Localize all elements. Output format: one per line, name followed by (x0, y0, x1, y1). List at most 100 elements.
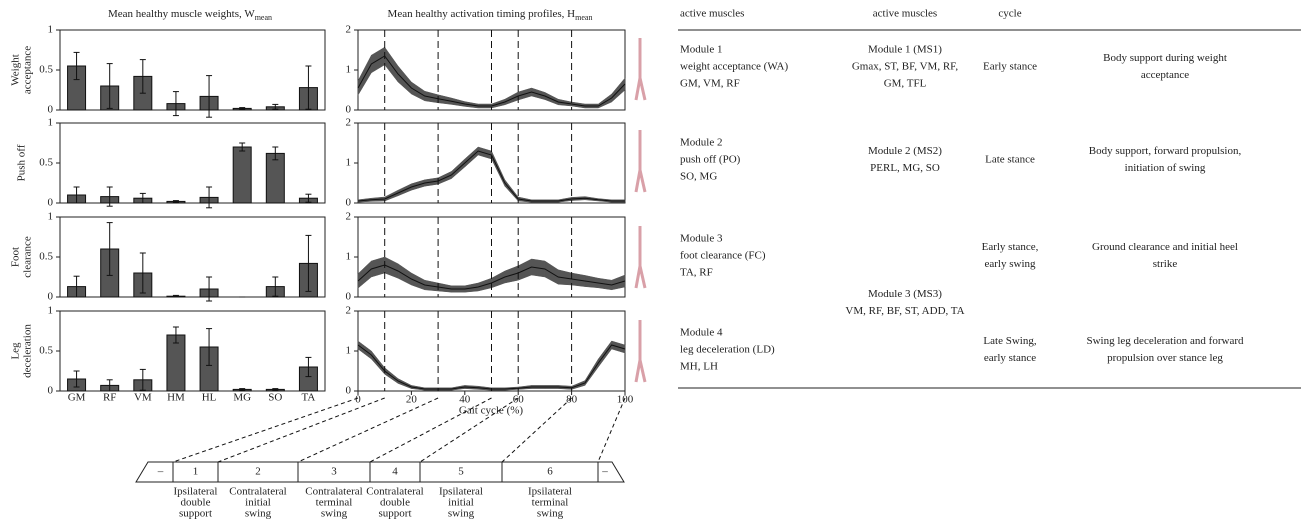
y-tick-label: 1 (346, 345, 352, 357)
phase-label: swing (537, 508, 564, 520)
text-line: leg deceleration (LD) (680, 344, 775, 356)
figure-icon (634, 226, 647, 289)
text-line: foot clearance (FC) (680, 250, 766, 262)
phase-number: 2 (255, 466, 261, 478)
text-line: active muscles (873, 8, 937, 20)
timing-title: Mean healthy activation timing profiles,… (388, 8, 593, 22)
x-tick-label: 60 (513, 394, 525, 406)
x-tick-label: SO (268, 392, 282, 404)
bar (265, 152, 285, 204)
phase-label: initial (448, 497, 474, 509)
phase-number: – (157, 466, 164, 478)
phase-box (135, 461, 625, 483)
x-tick-label: 20 (406, 394, 418, 406)
phase-label: support (379, 508, 412, 520)
phase-label: Contralateral (305, 486, 362, 498)
band-segment (504, 91, 519, 106)
text-line: Early stance, (982, 241, 1039, 253)
phase-connector (369, 397, 492, 463)
y-tick-label: 0 (48, 291, 54, 303)
text-line: early swing (984, 258, 1036, 270)
y-tick-label: 1 (346, 64, 352, 76)
y-tick-label: 0 (346, 197, 352, 209)
text-line: TA, RF (680, 267, 713, 279)
y-axis-label: Push off (16, 144, 28, 181)
phase-number: 4 (392, 466, 398, 478)
plot-frame (59, 29, 326, 111)
phase-label: swing (448, 508, 475, 520)
phase-label: double (380, 497, 410, 509)
text-line: Gmax, ST, BF, VM, RF, (852, 61, 959, 73)
text-line: Ground clearance and initial heel (1092, 241, 1238, 253)
y-label-line: Push off (16, 144, 28, 181)
y-tick-label: 0 (48, 197, 54, 209)
band-segment (611, 274, 626, 291)
y-tick-label: 2 (346, 211, 352, 223)
y-tick-label: 0.5 (39, 251, 53, 263)
mean-line (357, 55, 626, 107)
text-line: propulsion over stance leg (1107, 352, 1223, 364)
text-line: MH, LH (680, 361, 718, 373)
y-tick-label: 0 (346, 104, 352, 116)
text-line: strike (1153, 258, 1178, 270)
text-line: Module 3 (680, 233, 723, 245)
y-tick-label: 1 (48, 305, 54, 317)
title-sub: mean (575, 13, 592, 22)
phase-connector (297, 397, 439, 463)
y-axis-label: Leg deceleration (10, 324, 34, 378)
y-tick-label: 2 (346, 117, 352, 129)
y-label-line: acceptance (22, 46, 34, 94)
phase-label: initial (245, 497, 271, 509)
phase-number: – (601, 466, 608, 478)
band-segment (611, 77, 626, 103)
phase-label: Ipsilateral (528, 486, 572, 498)
text-line: Swing leg deceleration and forward (1087, 335, 1244, 347)
y-label-line: Weight (10, 54, 22, 86)
title-text: Mean healthy activation timing profiles,… (388, 8, 576, 20)
phase-connector (419, 397, 519, 463)
y-tick-label: 0.5 (39, 157, 53, 169)
title-sub: mean (255, 13, 272, 22)
x-tick-label: 80 (566, 394, 578, 406)
y-label-line: Leg (10, 342, 22, 360)
phase-label: Contralateral (366, 486, 423, 498)
y-tick-label: 0.5 (39, 345, 53, 357)
band-segment (411, 272, 425, 291)
x-tick-label: TA (302, 392, 316, 404)
text-line: Late stance (985, 154, 1035, 166)
text-line: Early stance (983, 61, 1037, 73)
phase-label: swing (245, 508, 272, 520)
text-line: Module 3 (MS3) (868, 288, 942, 300)
text-line: Module 4 (680, 327, 723, 339)
x-tick-label: VM (134, 392, 152, 404)
text-line: initiation of swing (1125, 162, 1206, 174)
text-line: weight acceptance (WA) (680, 61, 788, 73)
text-line: Body support during weight (1103, 52, 1227, 64)
text-line: SO, MG (680, 171, 717, 183)
phase-label: Ipsilateral (439, 486, 483, 498)
x-axis-label: Gait cycle (%) (459, 405, 523, 417)
text-line: Body support, forward propulsion, (1089, 145, 1242, 157)
band-segment (397, 263, 412, 286)
phase-label: terminal (316, 497, 353, 509)
figure-icon (634, 38, 647, 101)
text-line: Module 2 (MS2) (868, 145, 942, 157)
phase-connector (597, 397, 626, 463)
y-tick-label: 0.5 (39, 64, 53, 76)
text-line: active muscles (680, 8, 744, 20)
weights-title: Mean healthy muscle weights, Wmean (108, 8, 272, 22)
phase-label: double (181, 497, 211, 509)
text-line: GM, TFL (884, 78, 927, 90)
plot-frame (59, 122, 326, 204)
band-segment (491, 270, 506, 289)
x-tick-label: GM (68, 392, 86, 404)
phase-label: Ipsilateral (174, 486, 218, 498)
bar (232, 146, 252, 204)
y-axis-label: Foot clearance (10, 236, 34, 278)
x-tick-label: 0 (355, 394, 361, 406)
phase-connector (501, 397, 572, 463)
phase-number: 3 (331, 466, 337, 478)
text-line: PERL, MG, SO (870, 162, 940, 174)
x-tick-label: RF (103, 392, 116, 404)
